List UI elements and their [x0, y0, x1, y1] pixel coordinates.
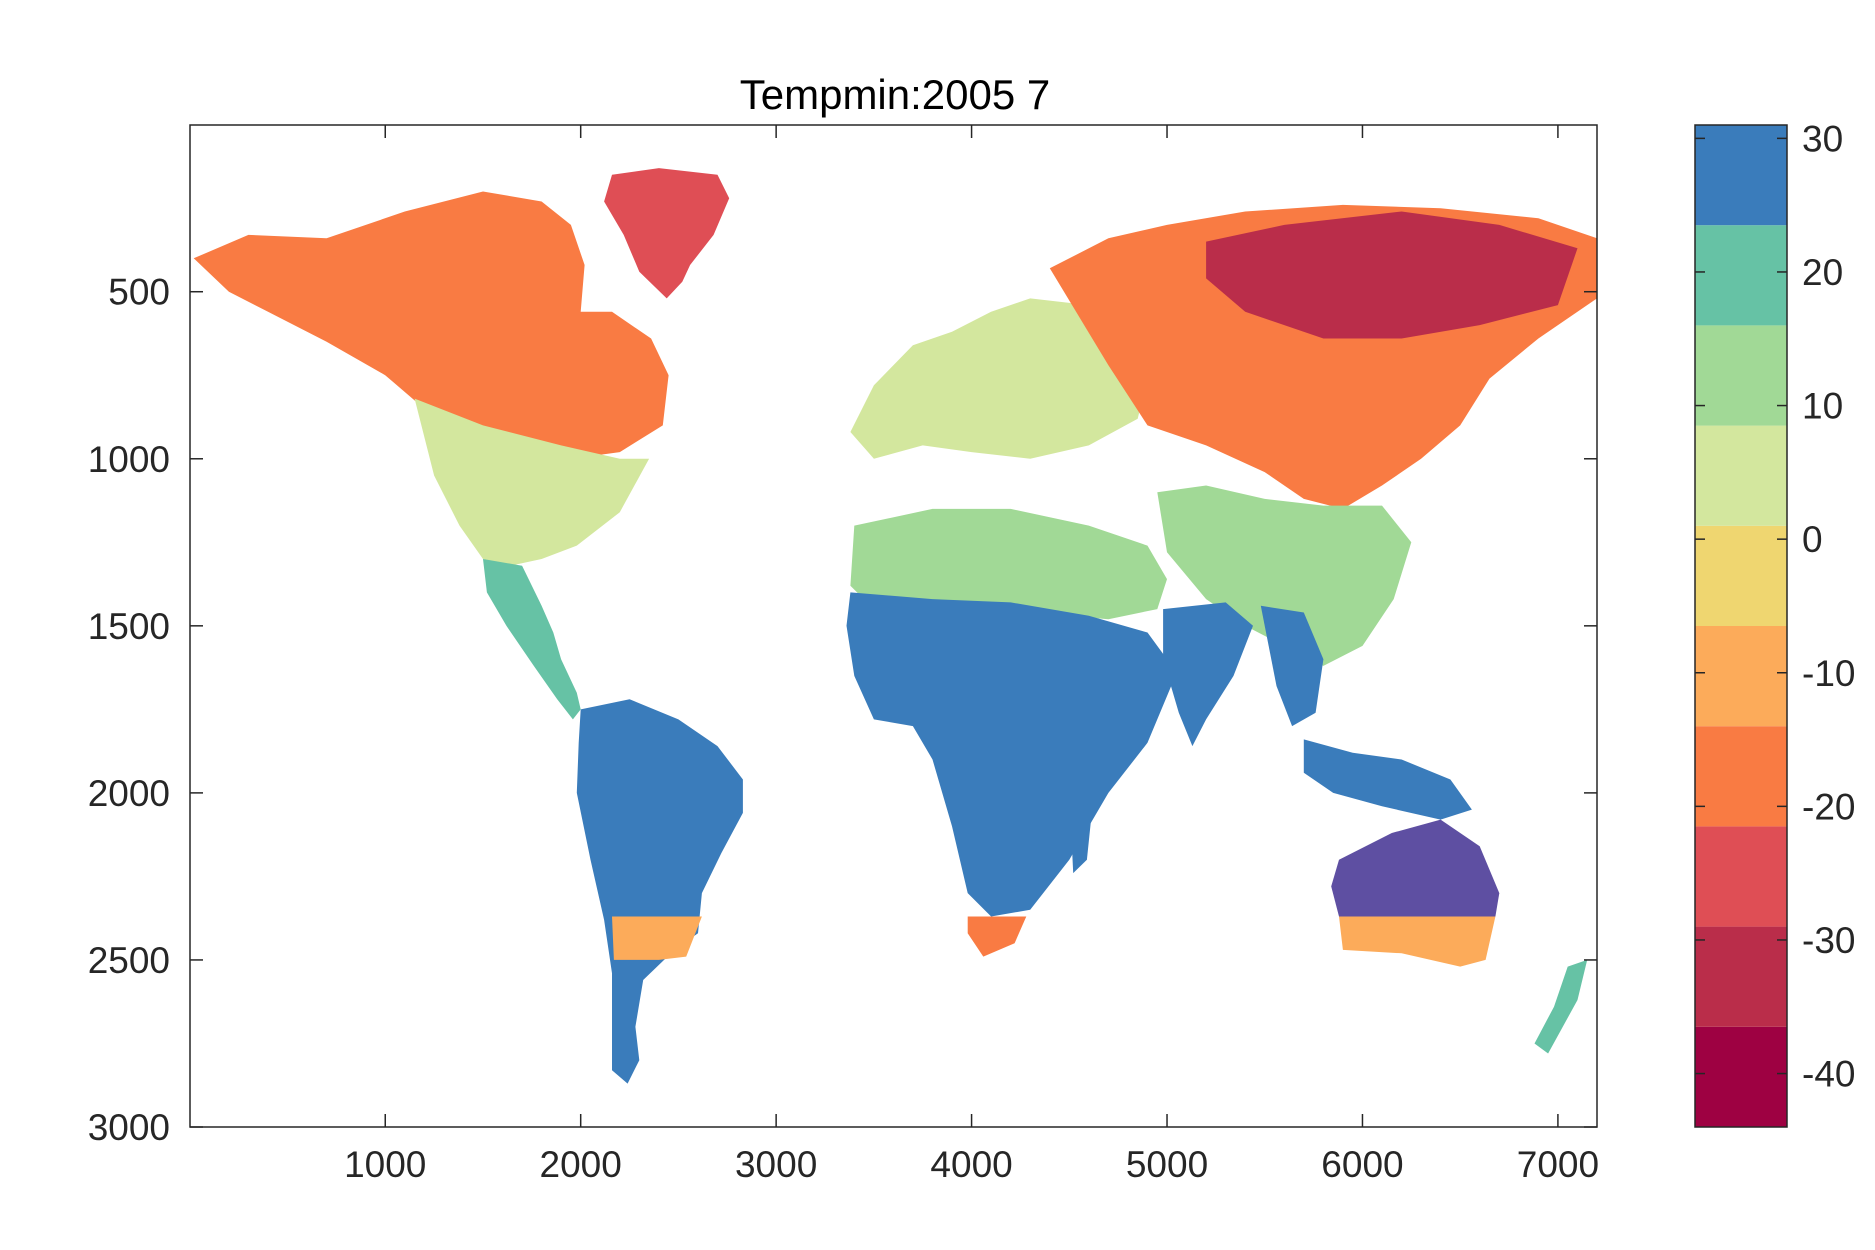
colorbar-tick-label: 30	[1802, 118, 1843, 159]
chart-title: Tempmin:2005 7	[740, 71, 1051, 118]
colorbar-swatch	[1695, 325, 1787, 426]
region-south-america-band	[612, 916, 702, 960]
colorbar-tick-label: 0	[1802, 519, 1823, 560]
colorbar-tick-label: -40	[1802, 1054, 1855, 1095]
region-southeast-asia	[1260, 605, 1324, 727]
colorbar-swatch	[1695, 826, 1787, 927]
region-australia	[1331, 819, 1500, 917]
region-asia-south	[1157, 485, 1412, 666]
x-tick-label: 7000	[1517, 1144, 1599, 1185]
y-tick-label: 1500	[88, 606, 170, 647]
y-tick-label: 1000	[88, 439, 170, 480]
region-madagascar	[1071, 802, 1093, 874]
region-north-america-temperate	[414, 398, 650, 566]
x-axis: 1000 2000 3000 4000 5000 6000 7000	[344, 125, 1599, 1185]
region-siberia-core	[1206, 211, 1578, 339]
region-africa	[846, 592, 1177, 917]
y-tick-label: 3000	[88, 1107, 170, 1148]
region-australia-band	[1339, 916, 1496, 967]
colorbar-swatch	[1695, 626, 1787, 727]
colorbar-swatch	[1695, 125, 1787, 226]
x-tick-label: 5000	[1126, 1144, 1208, 1185]
region-india	[1163, 602, 1253, 747]
colorbar-swatch	[1695, 926, 1787, 1027]
colorbar-swatch	[1695, 525, 1787, 626]
x-tick-label: 4000	[930, 1144, 1012, 1185]
region-central-america	[483, 559, 581, 720]
colorbar	[1694, 124, 1788, 1128]
region-south-america	[576, 699, 743, 1084]
y-tick-label: 2000	[88, 773, 170, 814]
colorbar-tick-label: 10	[1802, 386, 1843, 427]
colorbar-tick-label: 20	[1802, 252, 1843, 293]
y-axis: 500 1000 1500 2000 2500 3000	[88, 272, 1597, 1148]
region-maritime-asia	[1303, 739, 1472, 820]
map-area	[193, 168, 1597, 1084]
region-north-america-north	[193, 191, 669, 459]
x-tick-label: 3000	[735, 1144, 817, 1185]
region-greenland	[604, 168, 730, 299]
colorbar-tick-label: -20	[1802, 786, 1855, 827]
colorbar-axis: 30 20 10 0 -10 -20 -30 -40	[1695, 118, 1855, 1095]
region-europe	[850, 298, 1148, 459]
colorbar-swatch	[1695, 225, 1787, 326]
colorbar-swatch	[1695, 726, 1787, 827]
x-tick-label: 6000	[1321, 1144, 1403, 1185]
x-tick-label: 2000	[540, 1144, 622, 1185]
colorbar-tick-label: -30	[1802, 920, 1855, 961]
y-tick-label: 2500	[88, 940, 170, 981]
x-tick-label: 1000	[344, 1144, 426, 1185]
colorbar-swatch	[1695, 1026, 1787, 1127]
region-new-zealand	[1534, 959, 1588, 1054]
region-africa-band	[967, 916, 1027, 957]
y-tick-label: 500	[108, 272, 170, 313]
colorbar-swatch	[1695, 425, 1787, 526]
colorbar-frame	[1694, 124, 1788, 1128]
region-africa-north	[850, 508, 1167, 620]
colorbar-tick-label: -10	[1802, 653, 1855, 694]
